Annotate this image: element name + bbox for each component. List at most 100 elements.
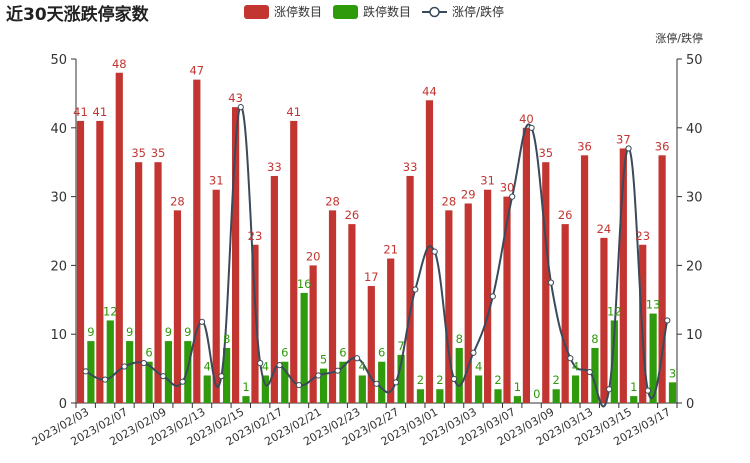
- bar-down[interactable]: [591, 347, 599, 403]
- bar-down[interactable]: [571, 375, 580, 403]
- bar-up[interactable]: [522, 127, 530, 404]
- bar-down[interactable]: [397, 354, 405, 403]
- ratio-point[interactable]: [606, 386, 613, 393]
- ratio-point[interactable]: [567, 355, 574, 362]
- bar-down[interactable]: [261, 375, 269, 403]
- bar-down[interactable]: [358, 375, 366, 403]
- bar-up[interactable]: [212, 189, 220, 403]
- ratio-point[interactable]: [431, 248, 438, 255]
- bar-down[interactable]: [126, 341, 134, 403]
- bar-down[interactable]: [339, 361, 347, 403]
- bar-down-label: 6: [339, 346, 346, 360]
- bar-up[interactable]: [425, 100, 434, 403]
- bar-up[interactable]: [445, 210, 453, 403]
- ratio-point[interactable]: [218, 373, 225, 380]
- ratio-point[interactable]: [295, 382, 303, 389]
- bar-down[interactable]: [242, 396, 250, 403]
- bar-up[interactable]: [484, 189, 492, 403]
- bar-down[interactable]: [184, 341, 192, 403]
- ratio-point[interactable]: [528, 124, 535, 131]
- legend-item-up[interactable]: 涨停数目: [244, 4, 322, 19]
- bar-up[interactable]: [600, 237, 608, 403]
- bar-up[interactable]: [542, 162, 550, 403]
- bar-up[interactable]: [135, 162, 143, 403]
- ratio-point[interactable]: [470, 349, 477, 356]
- ratio-point[interactable]: [412, 286, 419, 293]
- bar-up[interactable]: [193, 79, 201, 403]
- bar-down[interactable]: [475, 375, 483, 403]
- bar-up-label: 31: [209, 174, 224, 188]
- ratio-point[interactable]: [160, 373, 167, 380]
- bar-up[interactable]: [580, 155, 589, 403]
- bar-down[interactable]: [630, 396, 638, 403]
- bar-up[interactable]: [658, 155, 666, 403]
- ratio-point[interactable]: [121, 363, 128, 370]
- ratio-point[interactable]: [450, 375, 458, 383]
- ratio-point[interactable]: [179, 378, 186, 385]
- ratio-point[interactable]: [237, 104, 244, 111]
- bar-up[interactable]: [290, 120, 298, 404]
- ratio-point[interactable]: [257, 359, 264, 367]
- ratio-point[interactable]: [373, 380, 380, 387]
- bar-down[interactable]: [416, 389, 425, 403]
- bar-up[interactable]: [387, 258, 395, 403]
- bar-up[interactable]: [328, 210, 337, 403]
- bar-up[interactable]: [251, 244, 259, 403]
- bar-up-label: 35: [538, 146, 553, 160]
- ratio-point[interactable]: [334, 367, 341, 374]
- bar-up[interactable]: [619, 148, 627, 403]
- bar-down[interactable]: [455, 347, 463, 403]
- ratio-point[interactable]: [354, 355, 361, 362]
- bar-up-label: 40: [519, 112, 534, 126]
- ratio-point[interactable]: [140, 359, 147, 367]
- bar-down[interactable]: [145, 361, 153, 403]
- ratio-point[interactable]: [101, 376, 109, 383]
- legend-item-ratio[interactable]: 涨停/跌停: [422, 4, 504, 19]
- ratio-point[interactable]: [392, 379, 399, 386]
- bar-up[interactable]: [464, 203, 472, 403]
- bar-down[interactable]: [106, 320, 114, 403]
- bar-up[interactable]: [96, 120, 104, 404]
- bar-up[interactable]: [76, 120, 85, 404]
- bar-up[interactable]: [270, 175, 278, 403]
- bar-up-label: 30: [500, 181, 515, 195]
- bar-up[interactable]: [503, 196, 511, 403]
- bar-down[interactable]: [203, 375, 211, 403]
- ratio-point[interactable]: [276, 362, 283, 369]
- bar-down[interactable]: [552, 389, 560, 403]
- bar-down[interactable]: [513, 396, 522, 403]
- bar-down[interactable]: [494, 389, 502, 403]
- ratio-point[interactable]: [586, 368, 593, 376]
- bar-down-label: 8: [223, 332, 230, 346]
- bar-down[interactable]: [164, 341, 173, 403]
- bar-down[interactable]: [281, 361, 289, 403]
- bar-down[interactable]: [436, 389, 444, 403]
- bar-down[interactable]: [319, 368, 328, 403]
- ratio-point[interactable]: [644, 387, 652, 394]
- bar-down[interactable]: [223, 347, 231, 403]
- bar-up[interactable]: [173, 210, 182, 403]
- bar-down[interactable]: [378, 361, 386, 403]
- bar-down[interactable]: [668, 382, 677, 403]
- bar-up[interactable]: [367, 286, 375, 403]
- bar-down[interactable]: [649, 313, 657, 403]
- bar-up[interactable]: [561, 224, 569, 403]
- ratio-point[interactable]: [489, 293, 496, 300]
- bar-down[interactable]: [87, 341, 95, 403]
- ratio-point[interactable]: [82, 368, 89, 375]
- ratio-point[interactable]: [198, 318, 206, 325]
- ratio-point[interactable]: [547, 279, 555, 286]
- bar-up[interactable]: [154, 162, 162, 403]
- bar-up[interactable]: [406, 175, 414, 403]
- ratio-point[interactable]: [315, 372, 322, 379]
- ratio-point[interactable]: [625, 145, 632, 152]
- bar-up[interactable]: [115, 72, 123, 403]
- bar-down[interactable]: [610, 320, 618, 403]
- ratio-point[interactable]: [664, 317, 671, 324]
- bar-up[interactable]: [231, 107, 240, 403]
- legend-item-down[interactable]: 跌停数目: [333, 4, 411, 19]
- bar-up[interactable]: [309, 265, 317, 403]
- bar-up[interactable]: [348, 224, 356, 403]
- ratio-point[interactable]: [509, 193, 516, 200]
- bar-down[interactable]: [300, 292, 308, 403]
